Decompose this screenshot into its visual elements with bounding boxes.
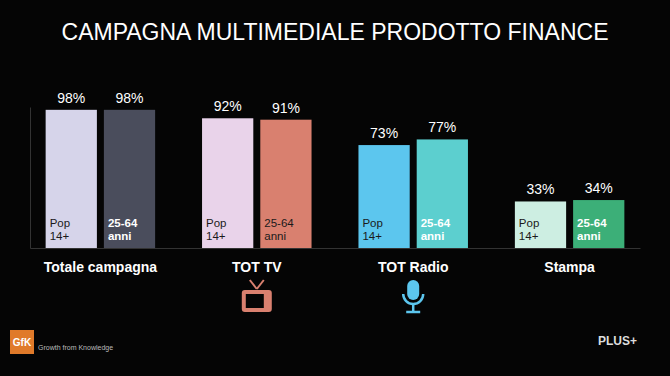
y-axis-line — [30, 108, 31, 249]
series-label: Pop14+ — [362, 217, 382, 242]
bar — [46, 110, 97, 248]
y-axis — [30, 108, 31, 249]
data-label: 91% — [272, 100, 300, 116]
logo-text: GfK — [13, 337, 32, 348]
bar — [358, 145, 409, 248]
chart: CAMPAGNA MULTIMEDIALE PRODOTTO FINANCE 98… — [0, 0, 670, 376]
series-label: Pop14+ — [206, 217, 226, 242]
x-axis: Totale campagna TOT TV TOT Radio Stampa — [31, 248, 641, 275]
series-label: 25-64anni — [264, 217, 294, 242]
data-label: 33% — [526, 181, 554, 197]
logo-box — [10, 330, 34, 354]
data-label: 98% — [115, 90, 143, 106]
bar — [515, 201, 566, 248]
series-label: Pop14+ — [519, 217, 539, 242]
logo-tagline: Growth from Knowledge — [38, 344, 113, 352]
tick: TOT TV — [232, 248, 282, 275]
tick: TOT Radio — [378, 248, 449, 275]
data-label: 73% — [370, 125, 398, 141]
labels: 98% Pop14+ 92% Pop14+ 73% Pop14+ 33% Pop14+ 98% 2… — [50, 90, 613, 242]
category-label: TOT TV — [232, 259, 282, 275]
series-label: 25-64anni — [108, 217, 138, 242]
x-axis-line — [31, 248, 641, 249]
tv-icon — [242, 280, 272, 312]
data-label: 92% — [214, 98, 242, 114]
data-label: 34% — [585, 180, 613, 196]
series-label: 25-64anni — [577, 217, 607, 242]
bars — [46, 110, 625, 248]
category-label: TOT Radio — [378, 259, 449, 275]
tick: Totale campagna — [44, 248, 158, 275]
series-label: 25-64anni — [421, 217, 451, 242]
series-label: Pop14+ — [50, 217, 70, 242]
category-label: Stampa — [544, 259, 595, 275]
category-label: Totale campagna — [44, 259, 158, 275]
data-label: 98% — [57, 90, 85, 106]
bar — [260, 120, 311, 248]
data-label: 77% — [428, 119, 456, 135]
logo-plus: PLUS+ — [598, 334, 637, 348]
title: CAMPAGNA MULTIMEDIALE PRODOTTO FINANCE — [62, 19, 609, 45]
bar — [573, 200, 624, 248]
background — [0, 0, 670, 376]
bar — [417, 139, 468, 248]
tick: Stampa — [544, 248, 595, 275]
bar — [104, 110, 155, 248]
bar — [202, 118, 253, 248]
mic-icon — [403, 280, 423, 312]
